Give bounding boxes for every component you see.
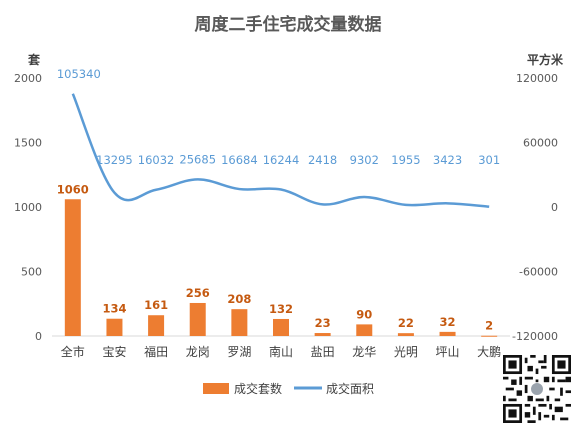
bar-value-label: 22 (398, 316, 414, 330)
category-label: 罗湖 (227, 344, 251, 359)
bar-坪山 (439, 331, 456, 336)
right-tick-label: 0 (551, 201, 558, 214)
line-value-label: 25685 (179, 152, 216, 166)
line-value-label: 1955 (391, 153, 420, 167)
line-value-label: 16032 (138, 153, 175, 167)
category-label: 福田 (144, 344, 168, 359)
right-tick-label: 120000 (516, 72, 558, 85)
bar-value-label: 2 (485, 319, 493, 333)
right-axis-unit: 平方米 (527, 52, 564, 67)
bar-大鹏 (481, 335, 498, 337)
bar-value-label: 134 (102, 302, 126, 316)
bar-value-label: 161 (144, 298, 168, 312)
legend-label-bar: 成交套数 (234, 381, 282, 396)
line-series-area (71, 93, 490, 208)
bar-value-label: 23 (315, 316, 331, 330)
bar-value-label: 132 (269, 302, 293, 316)
category-label: 龙岗 (186, 345, 210, 359)
left-tick-label: 0 (35, 330, 42, 343)
line-value-label: 13295 (96, 153, 133, 167)
left-axis-unit: 套 (27, 52, 41, 67)
bar-南山 (273, 318, 289, 336)
line-value-label: 16244 (263, 153, 300, 167)
category-label: 盐田 (311, 345, 335, 359)
legend-label-line: 成交面积 (326, 381, 374, 396)
category-label: 南山 (269, 344, 293, 359)
bar-value-label: 208 (227, 292, 251, 306)
right-tick-label: 60000 (523, 137, 558, 150)
bar-宝安 (106, 318, 123, 336)
category-label: 全市 (61, 344, 85, 359)
bar-罗湖 (231, 309, 248, 336)
left-tick-label: 1000 (14, 201, 42, 214)
bar-盐田 (314, 333, 331, 336)
line-value-label: 16684 (221, 153, 258, 167)
category-label: 坪山 (436, 345, 460, 359)
chart-title: 周度二手住宅成交量数据 (195, 14, 382, 35)
line-value-label: 9302 (350, 153, 379, 167)
bar-福田 (148, 315, 165, 336)
line-value-label: 2418 (308, 153, 337, 167)
category-label: 龙华 (352, 345, 376, 359)
bar-龙华 (356, 324, 373, 336)
legend-swatch-bar (203, 383, 229, 394)
category-label: 宝安 (102, 344, 126, 359)
bar-全市 (64, 199, 81, 336)
left-tick-label: 1500 (14, 137, 42, 150)
plot-layer: 0 500 1000 1500 2000 -120000 -60000 0 60000 12000… (14, 67, 558, 396)
bar-龙岗 (189, 302, 206, 336)
bar-value-label: 90 (356, 307, 372, 321)
right-tick-label: -60000 (519, 266, 558, 279)
qr-code (503, 355, 571, 423)
left-tick-label: 2000 (14, 72, 42, 85)
bar-光明 (397, 333, 414, 336)
bar-value-label: 256 (186, 286, 210, 300)
bar-value-label: 1060 (57, 182, 89, 196)
line-value-label: 301 (478, 153, 500, 167)
left-tick-label: 500 (21, 266, 42, 279)
category-label: 大鹏 (477, 345, 501, 359)
line-value-label: 105340 (57, 67, 101, 81)
line-value-label: 3423 (433, 153, 462, 167)
bar-value-label: 32 (440, 315, 456, 329)
right-tick-label: -120000 (512, 330, 558, 343)
category-label: 光明 (394, 345, 418, 359)
